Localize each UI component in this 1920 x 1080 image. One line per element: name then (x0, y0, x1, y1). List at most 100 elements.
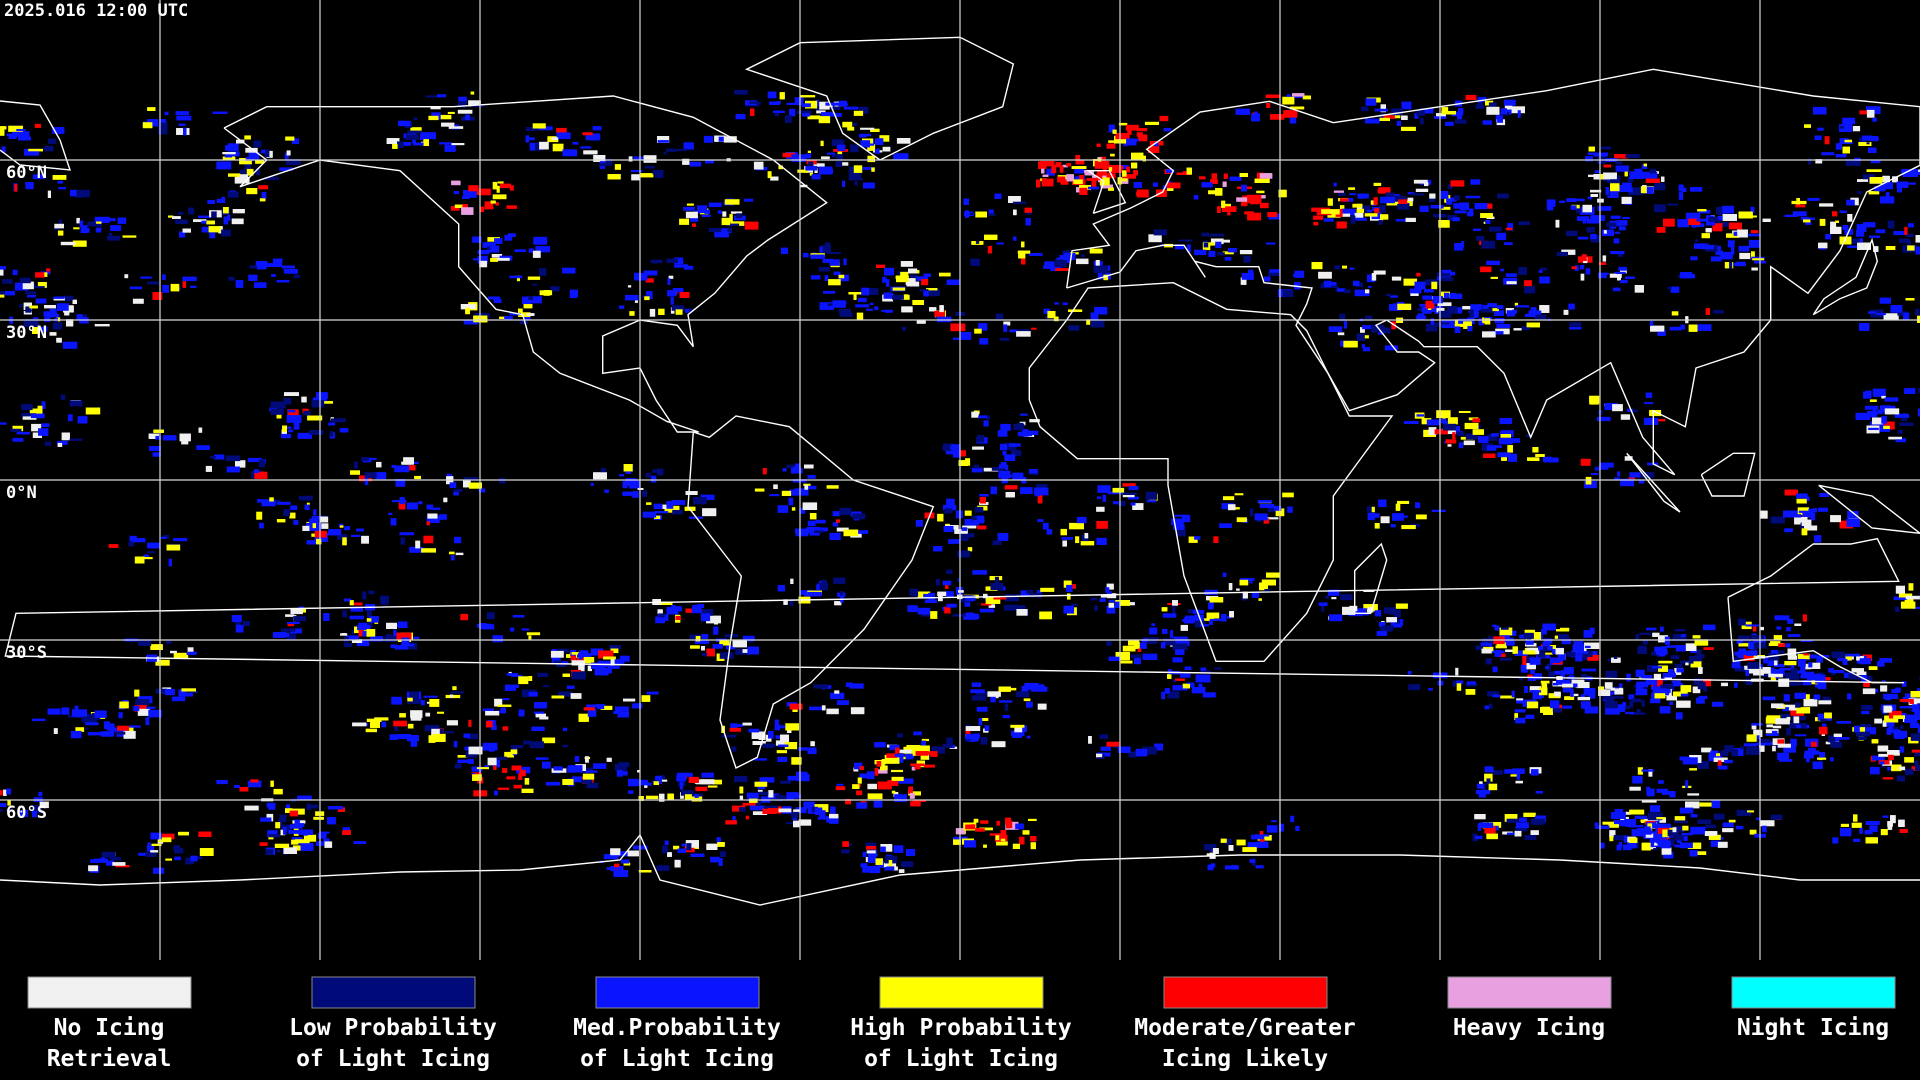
icing-pixel (1441, 428, 1456, 435)
icing-pixel (453, 191, 459, 195)
icing-pixel (1274, 505, 1282, 511)
icing-pixel (510, 749, 518, 755)
icing-pixel (1365, 289, 1370, 294)
icing-pixel (1915, 761, 1919, 769)
icing-pixel (391, 696, 402, 705)
icing-pixel (539, 141, 549, 150)
icing-pixel (1328, 589, 1340, 596)
icing-pixel (853, 294, 857, 300)
icing-pixel (268, 834, 281, 838)
icing-pixel (1470, 179, 1481, 185)
icing-pixel (1861, 710, 1870, 715)
icing-pixel (509, 185, 514, 191)
icing-pixel (1739, 252, 1751, 260)
icing-pixel (283, 827, 287, 835)
icing-pixel (753, 161, 764, 170)
icing-pixel (978, 415, 988, 419)
icing-pixel (1632, 776, 1643, 784)
icing-pixel (181, 688, 196, 692)
icing-pixel (129, 286, 143, 290)
icing-pixel (1606, 696, 1614, 703)
icing-pixel (1789, 722, 1801, 729)
icing-pixel (1023, 430, 1039, 435)
icing-pixel (54, 223, 64, 229)
icing-pixel (1796, 707, 1811, 714)
icing-pixel (1290, 815, 1295, 823)
icing-pixel (746, 792, 759, 799)
icing-pixel (974, 328, 982, 334)
icing-pixel (1500, 108, 1507, 115)
icing-pixel (1431, 281, 1438, 290)
icing-pixel (225, 145, 229, 151)
icing-pixel (866, 771, 875, 780)
icing-pixel (1535, 790, 1543, 794)
icing-pixel (1453, 203, 1466, 209)
icing-pixel (997, 430, 1008, 437)
icing-pixel (1463, 440, 1475, 446)
icing-pixel (1777, 739, 1784, 744)
icing-pixel (1481, 783, 1486, 790)
icing-pixel (468, 100, 481, 107)
icing-pixel (1882, 405, 1896, 411)
icing-pixel (1086, 319, 1091, 325)
icing-pixel (1136, 132, 1143, 137)
icing-pixel (216, 161, 222, 170)
icing-pixel (138, 639, 152, 646)
icing-pixel (1813, 106, 1827, 115)
icing-pixel (75, 189, 90, 198)
icing-pixel (590, 648, 604, 656)
icing-pixel (946, 603, 957, 608)
icing-pixel (552, 143, 564, 152)
icing-pixel (550, 286, 560, 292)
icing-pixel (1472, 418, 1481, 423)
icing-pixel (506, 205, 517, 209)
icing-pixel (496, 185, 500, 193)
icing-pixel (668, 275, 674, 279)
icing-pixel (531, 726, 545, 731)
icing-pixel (666, 258, 678, 263)
icing-pixel (928, 592, 935, 600)
icing-pixel (1188, 536, 1198, 543)
icing-pixel (109, 857, 121, 861)
icing-pixel (1575, 682, 1590, 689)
icing-pixel (1476, 783, 1484, 789)
icing-pixel (909, 588, 919, 597)
icing-pixel (1267, 825, 1278, 833)
icing-pixel (1118, 501, 1126, 506)
icing-pixel (1839, 210, 1847, 213)
icing-pixel (1114, 601, 1121, 608)
icing-pixel (479, 623, 487, 630)
icing-pixel (1770, 675, 1777, 682)
icing-pixel (255, 160, 264, 164)
icing-pixel (839, 312, 853, 317)
icing-pixel (1800, 216, 1809, 221)
icing-pixel (942, 443, 954, 451)
icing-pixel (32, 174, 45, 180)
icing-pixel (572, 776, 585, 783)
icing-pixel (1044, 261, 1055, 269)
icing-pixel (87, 732, 103, 736)
icing-pixel (739, 786, 744, 794)
icing-pixel (1634, 815, 1647, 819)
icing-pixel (87, 719, 97, 723)
icing-pixel (410, 710, 423, 718)
icing-pixel (470, 91, 475, 95)
icing-pixel (290, 628, 302, 634)
icing-pixel (852, 122, 858, 126)
icing-pixel (1062, 164, 1068, 168)
icing-pixel (1819, 218, 1826, 226)
icing-pixel (1393, 303, 1397, 307)
icing-pixel (1026, 589, 1033, 594)
icing-pixel (836, 154, 844, 161)
icing-pixel (31, 805, 43, 814)
icing-pixel (1024, 682, 1039, 690)
icing-pixel (1331, 597, 1337, 600)
icing-pixel (1504, 242, 1513, 246)
icing-pixel (1504, 99, 1516, 106)
icing-pixel (514, 249, 526, 253)
icing-pixel (1159, 115, 1169, 122)
icing-pixel (819, 810, 826, 818)
icing-pixel (836, 783, 844, 786)
icing-pixel (1699, 802, 1714, 807)
